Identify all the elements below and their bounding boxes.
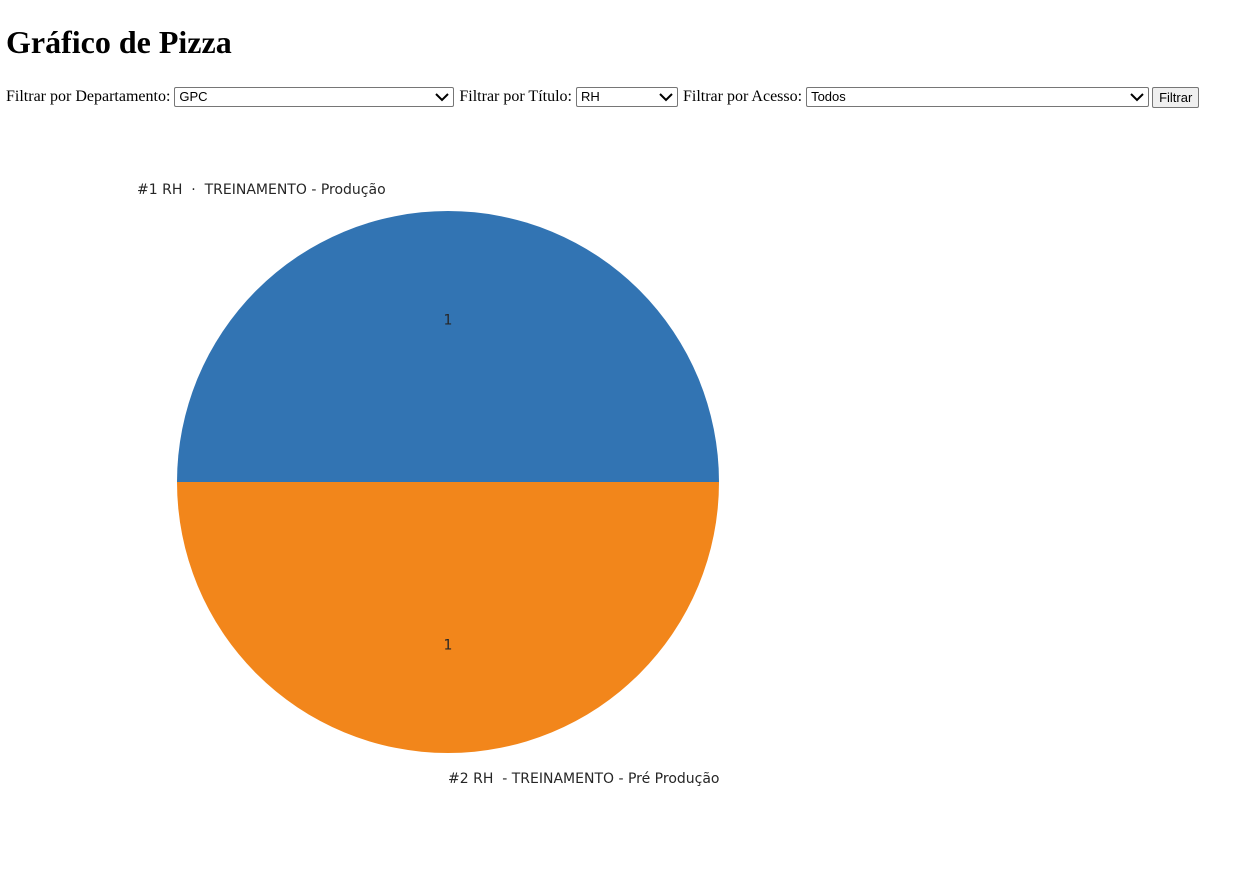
department-select-value: GPC bbox=[179, 89, 208, 104]
filter-button[interactable]: Filtrar bbox=[1152, 86, 1200, 108]
access-filter-label: Filtrar por Acesso: bbox=[682, 88, 803, 105]
slice-category-label: #2 RH - TREINAMENTO - Pré Produção bbox=[448, 771, 720, 787]
filter-bar: Filtrar por Departamento: GPC Filtrar po… bbox=[6, 86, 1200, 108]
title-filter-label: Filtrar por Título: bbox=[459, 88, 572, 105]
chevron-down-icon bbox=[659, 93, 673, 102]
title-select[interactable]: RH bbox=[575, 87, 678, 107]
department-select[interactable]: GPC bbox=[174, 87, 455, 107]
page-title: Gráfico de Pizza bbox=[6, 24, 232, 60]
department-filter-label: Filtrar por Departamento: bbox=[6, 88, 171, 105]
access-select-value: Todos bbox=[811, 89, 846, 104]
pie-slice bbox=[177, 211, 719, 482]
chevron-down-icon bbox=[1130, 93, 1144, 102]
title-select-value: RH bbox=[580, 89, 600, 104]
pie-chart: 1 #1 RH · TREINAMENTO - Produção 1 #2 RH - … bbox=[137, 182, 720, 787]
slice-category-label: #1 RH · TREINAMENTO - Produção bbox=[137, 182, 386, 198]
slice-value-label: 1 bbox=[444, 312, 453, 328]
pie-slice bbox=[177, 482, 719, 753]
slice-value-label: 1 bbox=[444, 638, 453, 654]
access-select[interactable]: Todos bbox=[806, 87, 1150, 107]
chevron-down-icon bbox=[435, 93, 450, 102]
